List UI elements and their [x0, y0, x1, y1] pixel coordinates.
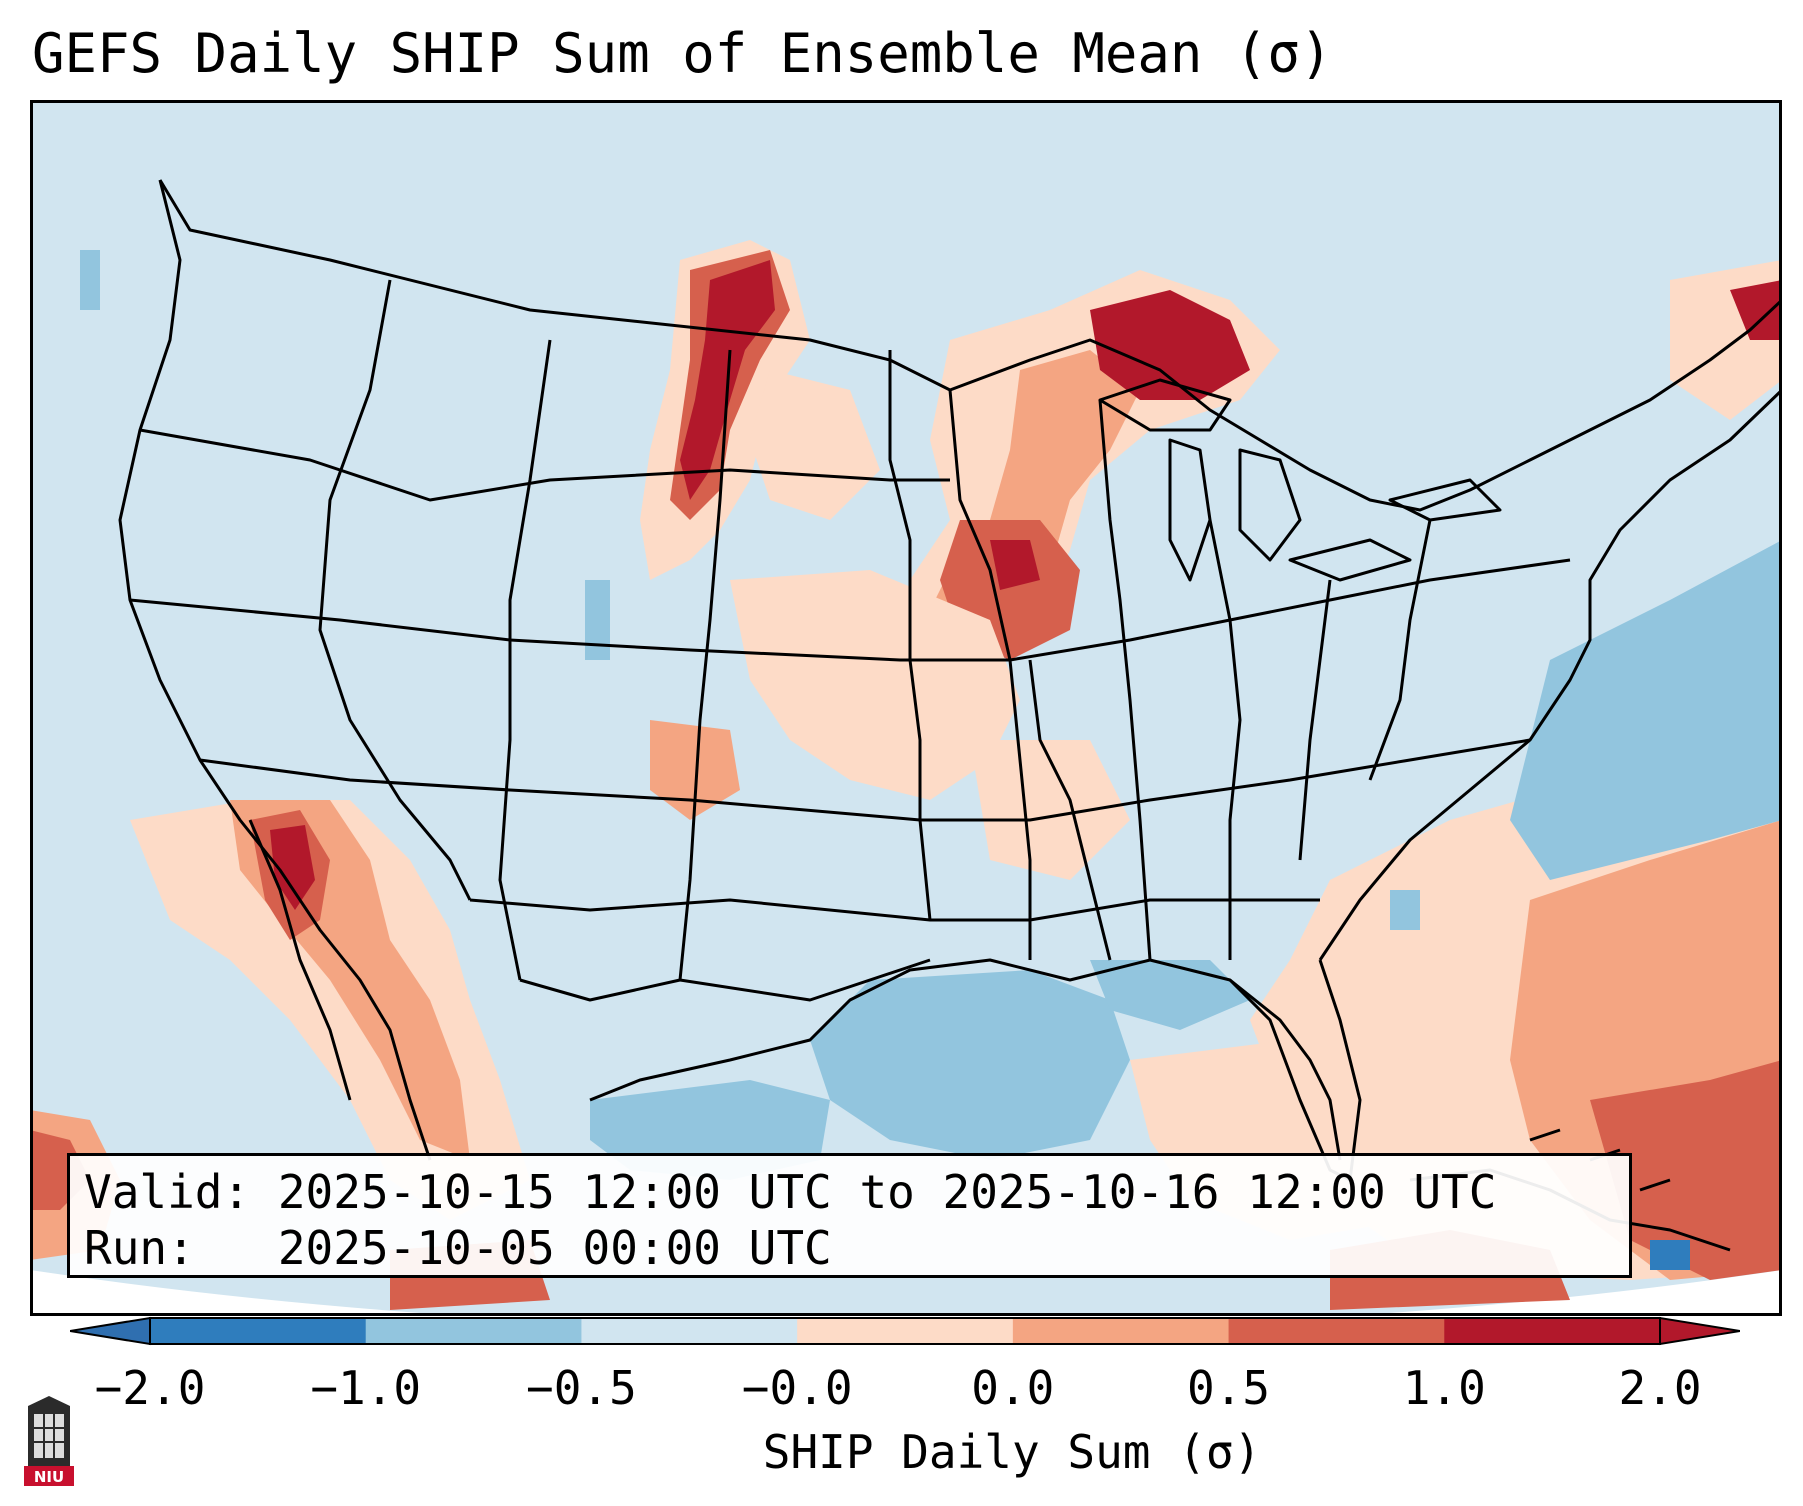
colorbar-segments	[150, 1318, 1661, 1344]
logo-text: NIU	[34, 1468, 64, 1486]
colorbar-segment	[797, 1318, 1014, 1344]
coastlines-and-borders	[118, 179, 1782, 1252]
colorbar-tick-label: 0.0	[971, 1361, 1055, 1415]
map-title: GEFS Daily SHIP Sum of Ensemble Mean (σ)	[32, 22, 1333, 85]
colorbar-extend-low	[70, 1316, 151, 1346]
colorbar-segment	[1444, 1318, 1661, 1344]
colorbar-segment	[365, 1318, 582, 1344]
niu-logo: NIU	[24, 1396, 74, 1486]
negative-anomaly-regions	[80, 250, 1782, 1270]
colorbar-extend-high	[1659, 1316, 1740, 1346]
colorbar-tick-label: 2.0	[1618, 1361, 1702, 1415]
colorbar-tick-label: 0.5	[1187, 1361, 1271, 1415]
colorbar-label: SHIP Daily Sum (σ)	[762, 1425, 1262, 1479]
colorbar-tick-label: −1.0	[310, 1361, 422, 1415]
colorbar-segment	[1228, 1318, 1445, 1344]
colorbar-outline	[149, 1317, 1661, 1345]
colorbar-segment	[581, 1318, 798, 1344]
projection-edge	[30, 1270, 1782, 1316]
valid-time-line: Valid: 2025-10-15 12:00 UTC to 2025-10-1…	[84, 1165, 1497, 1219]
colorbar-tick-label: −0.5	[526, 1361, 637, 1415]
map-panel	[30, 100, 1782, 1316]
validity-info-box: Valid: 2025-10-15 12:00 UTC to 2025-10-1…	[67, 1153, 1632, 1278]
run-time-line: Run: 2025-10-05 00:00 UTC	[84, 1221, 832, 1275]
colorbar-tick-label: −2.0	[94, 1361, 206, 1415]
colorbar-tick-label: −0.0	[741, 1361, 853, 1415]
map-frame	[30, 100, 1782, 1316]
colorbar-segment	[150, 1318, 367, 1344]
colorbar	[70, 1316, 1740, 1346]
colorbar-tick-label: 1.0	[1402, 1361, 1486, 1415]
colorbar-segment	[1012, 1318, 1230, 1344]
map-canvas	[30, 100, 1782, 1316]
